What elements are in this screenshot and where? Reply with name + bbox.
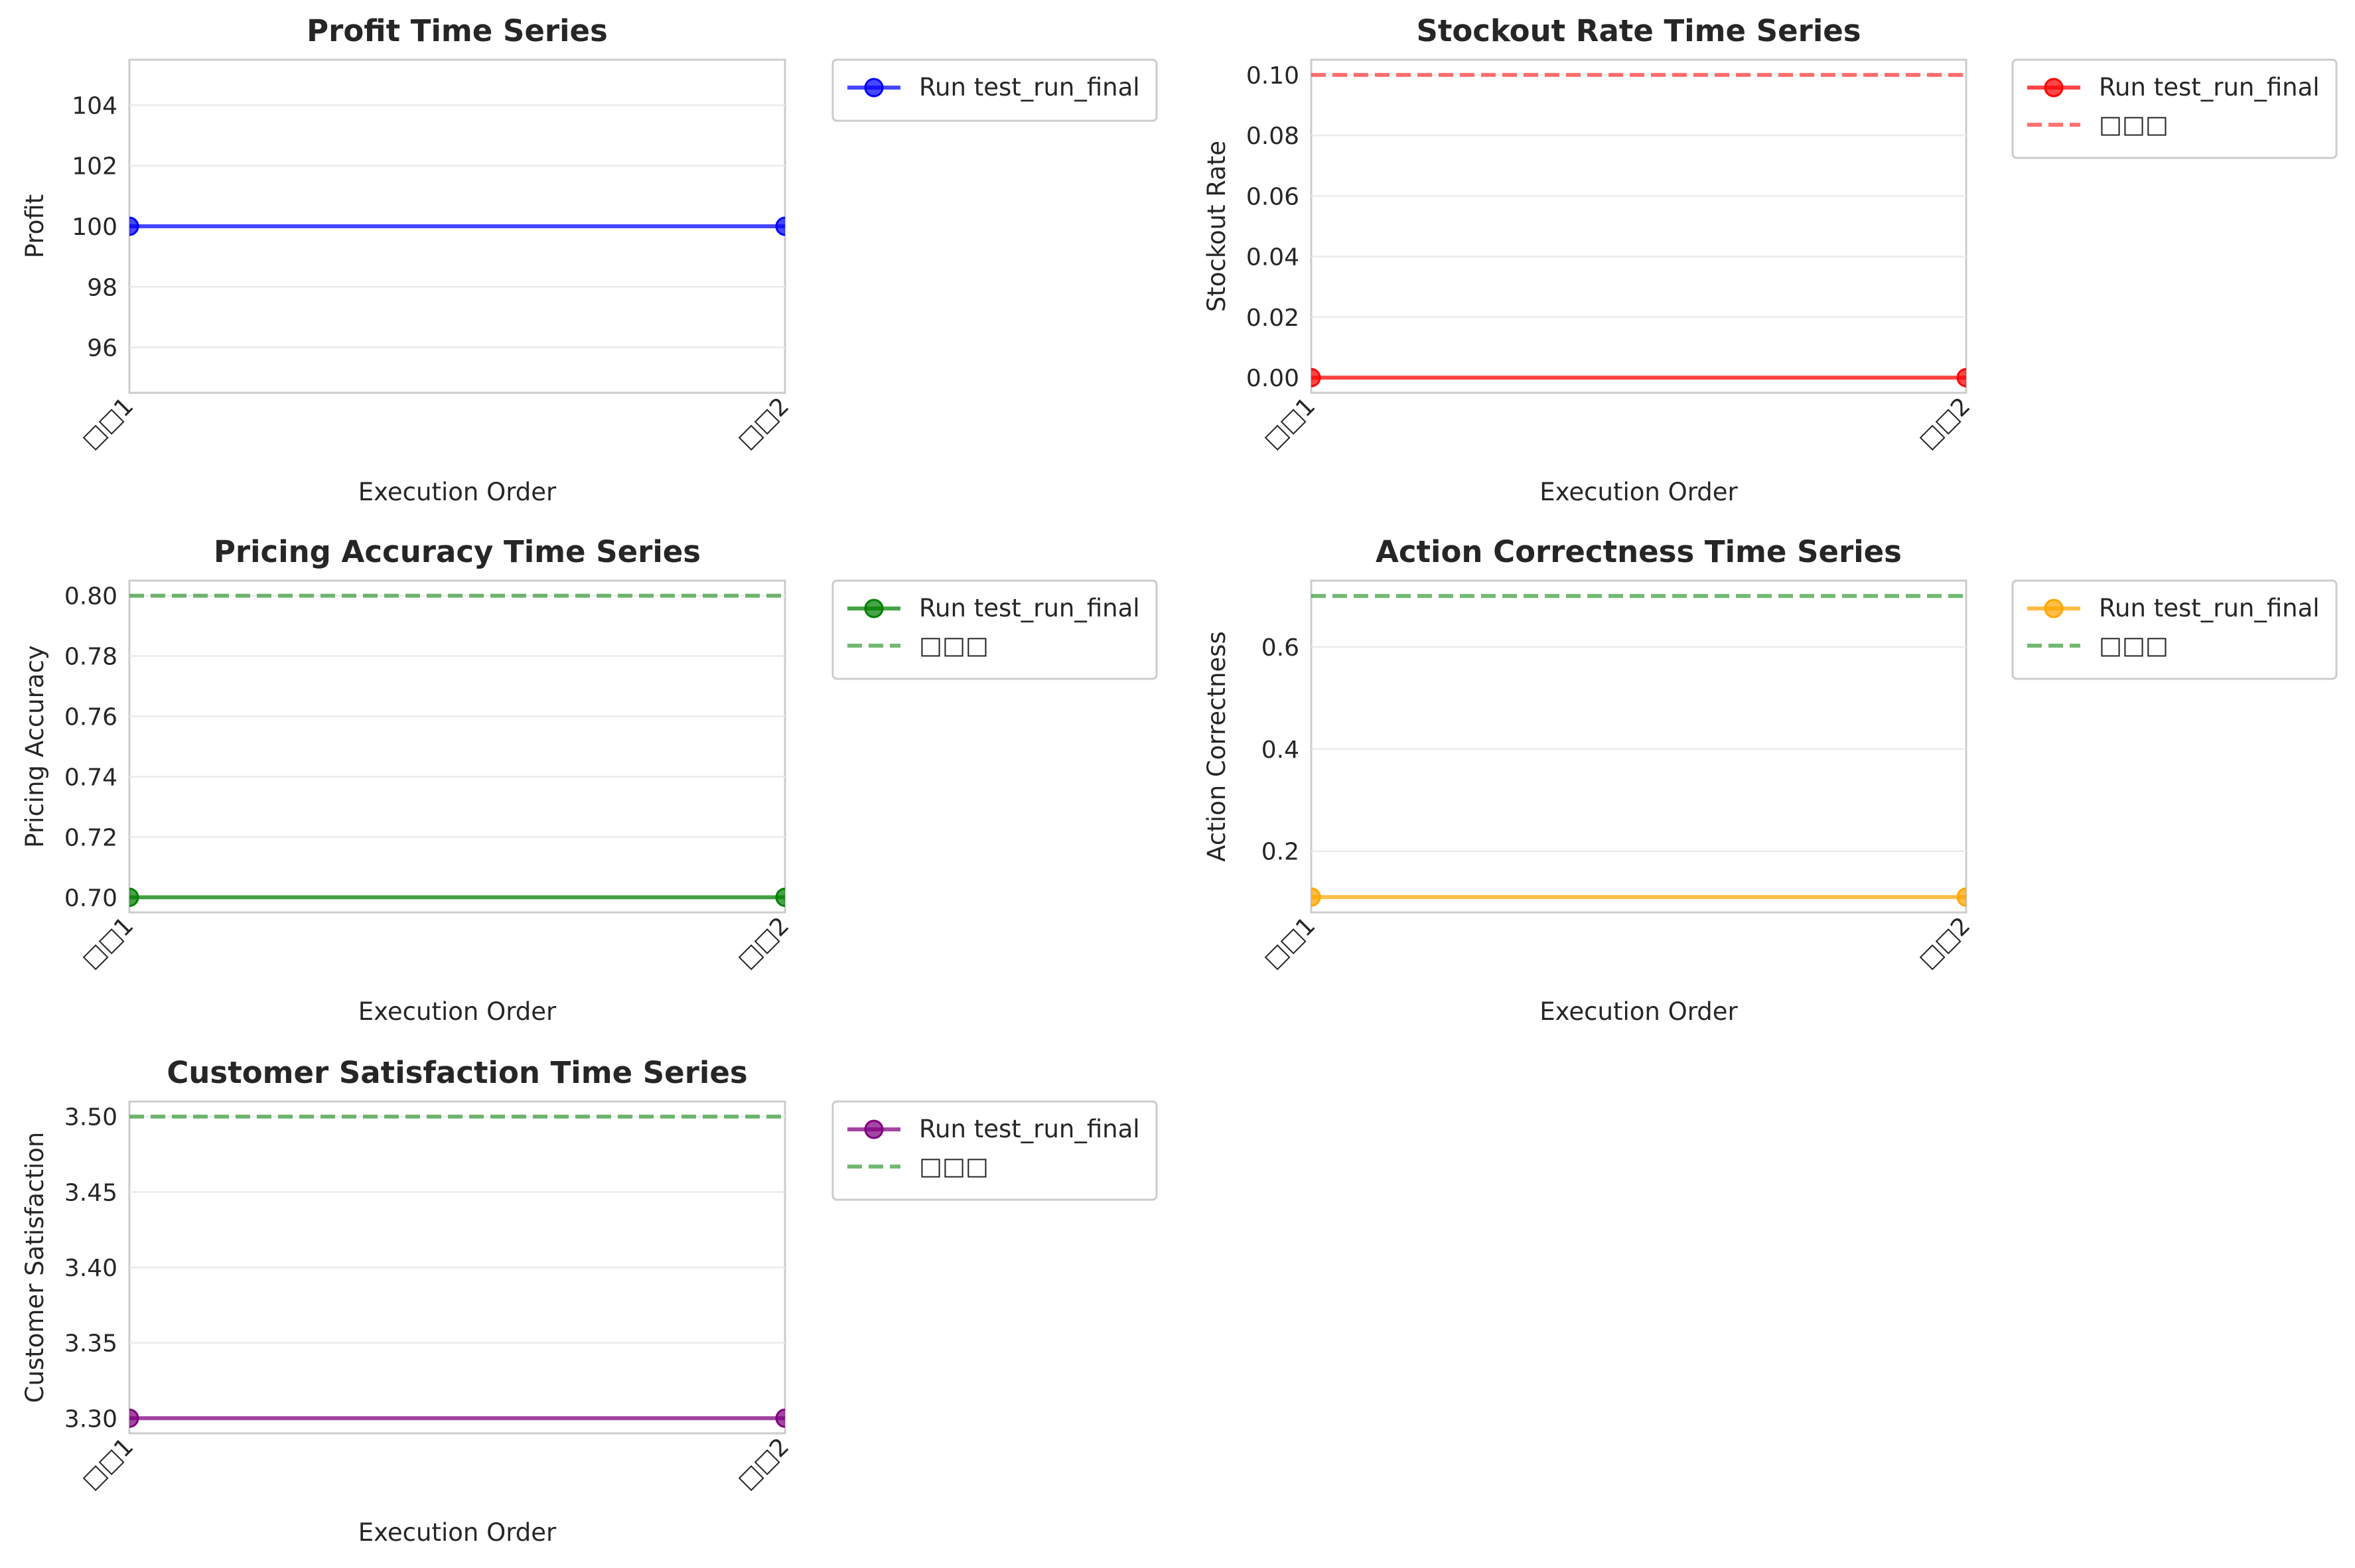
y-tick-label: 0.04 — [1246, 244, 1299, 271]
legend-entry: □□□ — [2099, 110, 2169, 139]
data-point — [129, 1408, 139, 1428]
plot-area — [1310, 58, 1967, 394]
legend-frame — [2011, 58, 2338, 159]
y-tick-label: 3.40 — [64, 1255, 117, 1282]
series-group — [129, 1114, 785, 1428]
series-group — [129, 216, 785, 236]
chart-title: Stockout Rate Time Series — [1416, 13, 1861, 48]
chart-panel-3: 0.70 0.72 0.74 0.76 0.78 0.80 □□1 □□2 Pricing Ac… — [21, 534, 1158, 1026]
x-tick-label: □□2 — [1914, 912, 1975, 973]
y-tick-label: 0.70 — [64, 885, 117, 912]
data-point — [1311, 887, 1321, 907]
legend-marker — [2044, 599, 2064, 618]
chart-title: Action Correctness Time Series — [1376, 534, 1902, 569]
x-tick-label: □□2 — [733, 392, 794, 454]
data-point — [775, 887, 785, 907]
chart-panel-1: 96 98 100 102 104 □□1 □□2 Profit Time Series Exe… — [21, 13, 1158, 506]
y-tick-label: 0.76 — [64, 704, 117, 731]
legend-entry: □□□ — [919, 631, 989, 660]
y-tick-label: 3.50 — [64, 1104, 117, 1131]
x-tick-label: □□1 — [77, 1433, 139, 1494]
y-axis-label: Profit — [21, 194, 49, 259]
y-axis-label: Customer Satisfaction — [21, 1132, 49, 1403]
legend: Run test_run_final — [831, 58, 1158, 122]
y-tick-label: 0.80 — [64, 583, 117, 610]
legend-entry: Run test_run_final — [919, 594, 1140, 622]
series-group — [1311, 594, 1966, 907]
legend-frame — [831, 58, 1158, 122]
data-point — [1311, 368, 1321, 388]
legend-entry: Run test_run_final — [2099, 594, 2320, 622]
legend-frame — [831, 1100, 1158, 1201]
data-point — [1956, 368, 1966, 388]
data-point — [775, 216, 785, 236]
x-tick-label: □□1 — [77, 392, 139, 454]
x-tick-label: □□1 — [1259, 392, 1320, 454]
legend-entry: □□□ — [919, 1152, 989, 1180]
legend-entry: Run test_run_final — [919, 1115, 1140, 1143]
chart-title: Customer Satisfaction Time Series — [167, 1055, 747, 1090]
legend-entry: □□□ — [2099, 631, 2169, 660]
legend-marker — [864, 1119, 884, 1139]
series-group — [129, 593, 785, 907]
x-axis-label: Execution Order — [358, 1518, 557, 1547]
x-tick-label: □□2 — [1914, 392, 1975, 454]
y-tick-label: 0.02 — [1246, 305, 1299, 332]
y-tick-label: 0.4 — [1261, 737, 1299, 764]
plot-area — [128, 579, 786, 914]
legend: Run test_run_final □□□ — [2011, 579, 2338, 680]
y-tick-label: 3.45 — [64, 1179, 117, 1206]
y-tick-label: 100 — [72, 214, 117, 241]
x-tick-label: □□1 — [1259, 912, 1320, 973]
plot-area — [1310, 579, 1967, 914]
y-tick-label: 104 — [72, 92, 117, 119]
y-tick-label: 3.35 — [64, 1330, 117, 1358]
x-axis-label: Execution Order — [358, 478, 557, 506]
x-tick-label: □□2 — [733, 1433, 794, 1494]
chart-title: Pricing Accuracy Time Series — [214, 534, 701, 569]
legend-frame — [2011, 579, 2338, 680]
y-tick-label: 96 — [87, 335, 117, 362]
data-point — [129, 887, 139, 907]
y-tick-label: 0.72 — [64, 824, 117, 851]
legend-entry: Run test_run_final — [2099, 73, 2320, 102]
y-tick-label: 0.06 — [1246, 183, 1299, 210]
data-point — [775, 1408, 785, 1428]
legend-marker — [864, 78, 884, 98]
legend: Run test_run_final □□□ — [831, 579, 1158, 680]
y-tick-label: 0.2 — [1261, 839, 1299, 866]
y-tick-label: 98 — [87, 274, 117, 301]
y-tick-label: 0.08 — [1246, 123, 1299, 150]
y-tick-label: 102 — [72, 153, 117, 180]
legend-entry: Run test_run_final — [919, 73, 1140, 102]
legend: Run test_run_final □□□ — [2011, 58, 2338, 159]
legend-marker — [864, 599, 884, 618]
legend: Run test_run_final □□□ — [831, 1100, 1158, 1201]
x-axis-label: Execution Order — [358, 997, 557, 1026]
y-tick-label: 0.10 — [1246, 62, 1299, 90]
y-axis-label: Pricing Accuracy — [21, 645, 49, 847]
legend-marker — [2044, 78, 2064, 98]
chart-panel-4: 0.2 0.4 0.6 □□1 □□2 Action Correctness Time S… — [1202, 534, 2338, 1026]
chart-title: Profit Time Series — [307, 13, 608, 48]
x-tick-label: □□2 — [733, 912, 794, 973]
y-tick-label: 0.74 — [64, 764, 117, 791]
y-tick-label: 0.00 — [1246, 365, 1299, 392]
legend-frame — [831, 579, 1158, 680]
x-tick-label: □□1 — [77, 912, 139, 973]
y-tick-label: 0.6 — [1261, 634, 1299, 662]
chart-panel-5: 3.30 3.35 3.40 3.45 3.50 □□1 □□2 Customer Satis… — [21, 1055, 1158, 1547]
y-tick-label: 3.30 — [64, 1405, 117, 1433]
y-axis-label: Stockout Rate — [1202, 141, 1231, 312]
y-axis-label: Action Correctness — [1202, 631, 1231, 861]
data-point — [1956, 887, 1966, 907]
x-axis-label: Execution Order — [1539, 478, 1738, 506]
data-point — [129, 216, 139, 236]
series-group — [1311, 72, 1966, 388]
x-axis-label: Execution Order — [1539, 997, 1738, 1026]
chart-panel-2: 0.00 0.02 0.04 0.06 0.08 0.10 □□1 □□2 Stockout R… — [1202, 13, 2338, 506]
y-tick-label: 0.78 — [64, 644, 117, 671]
